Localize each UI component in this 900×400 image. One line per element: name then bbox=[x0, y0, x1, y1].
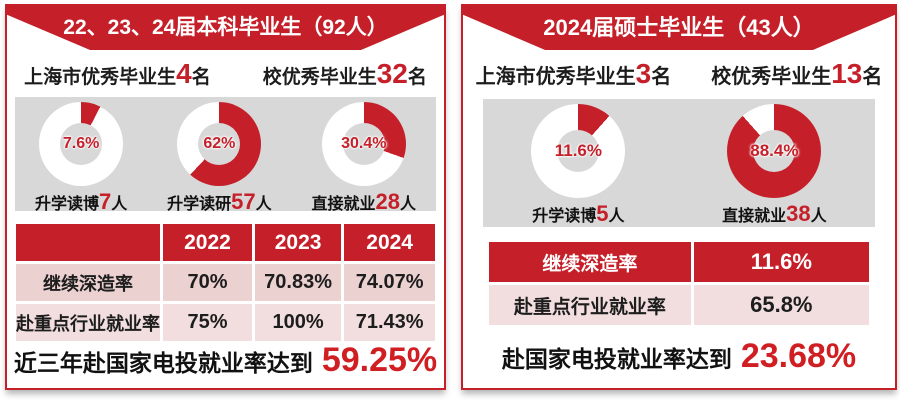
donut-chart: 30.4% bbox=[321, 102, 406, 186]
honor-city: 上海市优秀毕业生3名 bbox=[476, 58, 672, 90]
donut-employment: 88.4% 直接就业 38 人 bbox=[722, 104, 827, 227]
honor-count: 13 bbox=[831, 58, 863, 89]
caption-suffix: 人 bbox=[400, 196, 417, 213]
donut-percent-label: 30.4% bbox=[341, 135, 387, 152]
table-cell: 100% bbox=[254, 304, 342, 341]
honor-suffix: 名 bbox=[651, 66, 672, 88]
footer-text: 赴国家电投就业率达到 bbox=[501, 346, 732, 372]
panel-masters: 2024届硕士毕业生（43人） 上海市优秀毕业生3名 校优秀毕业生13名 11.… bbox=[461, 4, 897, 390]
footer-value: 59.25% bbox=[321, 341, 438, 379]
donut-caption: 升学读研 57 人 bbox=[167, 189, 272, 215]
table-header-2023: 2023 bbox=[254, 224, 342, 261]
donut-caption: 直接就业 28 人 bbox=[312, 189, 417, 215]
table-row-label: 继续深造率 bbox=[16, 264, 160, 301]
table-cell: 11.6% bbox=[693, 242, 869, 282]
table-row-label: 继续深造率 bbox=[489, 242, 691, 282]
honor-label: 上海市优秀毕业生 bbox=[24, 67, 177, 88]
donut-chart: 7.6% bbox=[39, 102, 124, 186]
honor-school: 校优秀毕业生32名 bbox=[263, 58, 427, 90]
donut-chart: 62% bbox=[177, 102, 262, 186]
honor-city: 上海市优秀毕业生4名 bbox=[24, 58, 211, 90]
ribbon-banner-shape bbox=[463, 6, 895, 50]
panel-title: 22、23、24届本科毕业生（92人） bbox=[63, 15, 388, 39]
table-header-2022: 2022 bbox=[163, 224, 252, 261]
banner-masters: 2024届硕士毕业生（43人） bbox=[463, 6, 895, 50]
table-header-empty bbox=[16, 224, 160, 261]
panel-undergraduate: 22、23、24届本科毕业生（92人） 上海市优秀毕业生4名 校优秀毕业生32名… bbox=[5, 4, 446, 390]
honors-line: 上海市优秀毕业生4名 校优秀毕业生32名 bbox=[7, 58, 444, 90]
honor-count: 32 bbox=[376, 58, 408, 89]
footer-stat: 赴国家电投就业率达到 23.68% bbox=[463, 337, 895, 376]
donut-phd: 7.6% 升学读博 7 人 bbox=[35, 102, 127, 215]
donut-chart: 88.4% bbox=[727, 104, 822, 198]
table-cell: 70% bbox=[163, 264, 252, 301]
table-row-label: 赴重点行业就业率 bbox=[16, 304, 160, 341]
donut-percent-label: 62% bbox=[203, 135, 236, 152]
donut-employment: 30.4% 直接就业 28 人 bbox=[312, 102, 417, 215]
donut-masters: 62% 升学读研 57 人 bbox=[167, 102, 272, 215]
footer-text: 近三年赴国家电投就业率达到 bbox=[13, 350, 313, 376]
honor-count: 3 bbox=[635, 58, 652, 89]
honors-line: 上海市优秀毕业生3名 校优秀毕业生13名 bbox=[463, 58, 895, 90]
donut-percent-label: 7.6% bbox=[62, 135, 100, 152]
caption-count: 28 bbox=[375, 189, 401, 214]
caption-suffix: 人 bbox=[111, 196, 128, 213]
honor-suffix: 名 bbox=[862, 66, 883, 88]
caption-text: 升学读博 bbox=[532, 208, 597, 225]
caption-count: 5 bbox=[596, 201, 609, 226]
table-cell: 70.83% bbox=[254, 264, 342, 301]
honor-count: 4 bbox=[176, 58, 192, 89]
donut-caption: 升学读博 5 人 bbox=[532, 201, 624, 227]
caption-text: 升学读研 bbox=[167, 196, 232, 213]
table-header-2024: 2024 bbox=[344, 224, 435, 261]
caption-count: 7 bbox=[98, 189, 112, 214]
banner-undergraduate: 22、23、24届本科毕业生（92人） bbox=[7, 6, 444, 50]
caption-text: 直接就业 bbox=[722, 208, 787, 225]
table-cell: 75% bbox=[163, 304, 252, 341]
donut-caption: 直接就业 38 人 bbox=[722, 201, 827, 227]
footer-stat: 近三年赴国家电投就业率达到 59.25% bbox=[7, 341, 444, 380]
caption-text: 升学读博 bbox=[34, 196, 99, 213]
caption-text: 直接就业 bbox=[311, 196, 376, 213]
caption-count: 57 bbox=[231, 189, 256, 214]
data-table-masters: 继续深造率 11.6% 赴重点行业就业率 65.8% bbox=[489, 242, 869, 325]
honor-label: 上海市优秀毕业生 bbox=[475, 66, 636, 88]
caption-suffix: 人 bbox=[608, 208, 625, 225]
honor-suffix: 名 bbox=[407, 67, 427, 88]
donut-chart-area: 7.6% 升学读博 7 人 62% 升学读研 57 人 30.4% 直接就业 28 人 bbox=[15, 97, 436, 214]
table-row-label: 赴重点行业就业率 bbox=[489, 285, 691, 325]
honor-suffix: 名 bbox=[191, 67, 211, 88]
ribbon-banner-shape bbox=[7, 6, 444, 50]
honor-label: 校优秀毕业生 bbox=[262, 67, 377, 88]
caption-suffix: 人 bbox=[810, 208, 827, 225]
donut-chart-area: 11.6% 升学读博 5 人 88.4% 直接就业 38 人 bbox=[483, 99, 875, 227]
footer-value: 23.68% bbox=[740, 337, 857, 375]
table-cell: 65.8% bbox=[693, 285, 869, 325]
donut-chart: 11.6% bbox=[531, 104, 626, 198]
donut-percent-label: 11.6% bbox=[554, 141, 602, 160]
donut-phd: 11.6% 升学读博 5 人 bbox=[531, 104, 626, 227]
data-table-undergraduate: 2022 2023 2024 继续深造率 70% 70.83% 74.07% 赴… bbox=[16, 224, 435, 341]
honor-school: 校优秀毕业生13名 bbox=[711, 58, 882, 90]
table-cell: 74.07% bbox=[344, 264, 435, 301]
caption-suffix: 人 bbox=[255, 196, 272, 213]
donut-caption: 升学读博 7 人 bbox=[35, 189, 127, 215]
panel-title: 2024届硕士毕业生（43人） bbox=[543, 14, 815, 40]
caption-count: 38 bbox=[786, 201, 811, 226]
honor-label: 校优秀毕业生 bbox=[711, 66, 832, 88]
table-cell: 71.43% bbox=[344, 304, 435, 341]
donut-percent-label: 88.4% bbox=[750, 141, 799, 160]
